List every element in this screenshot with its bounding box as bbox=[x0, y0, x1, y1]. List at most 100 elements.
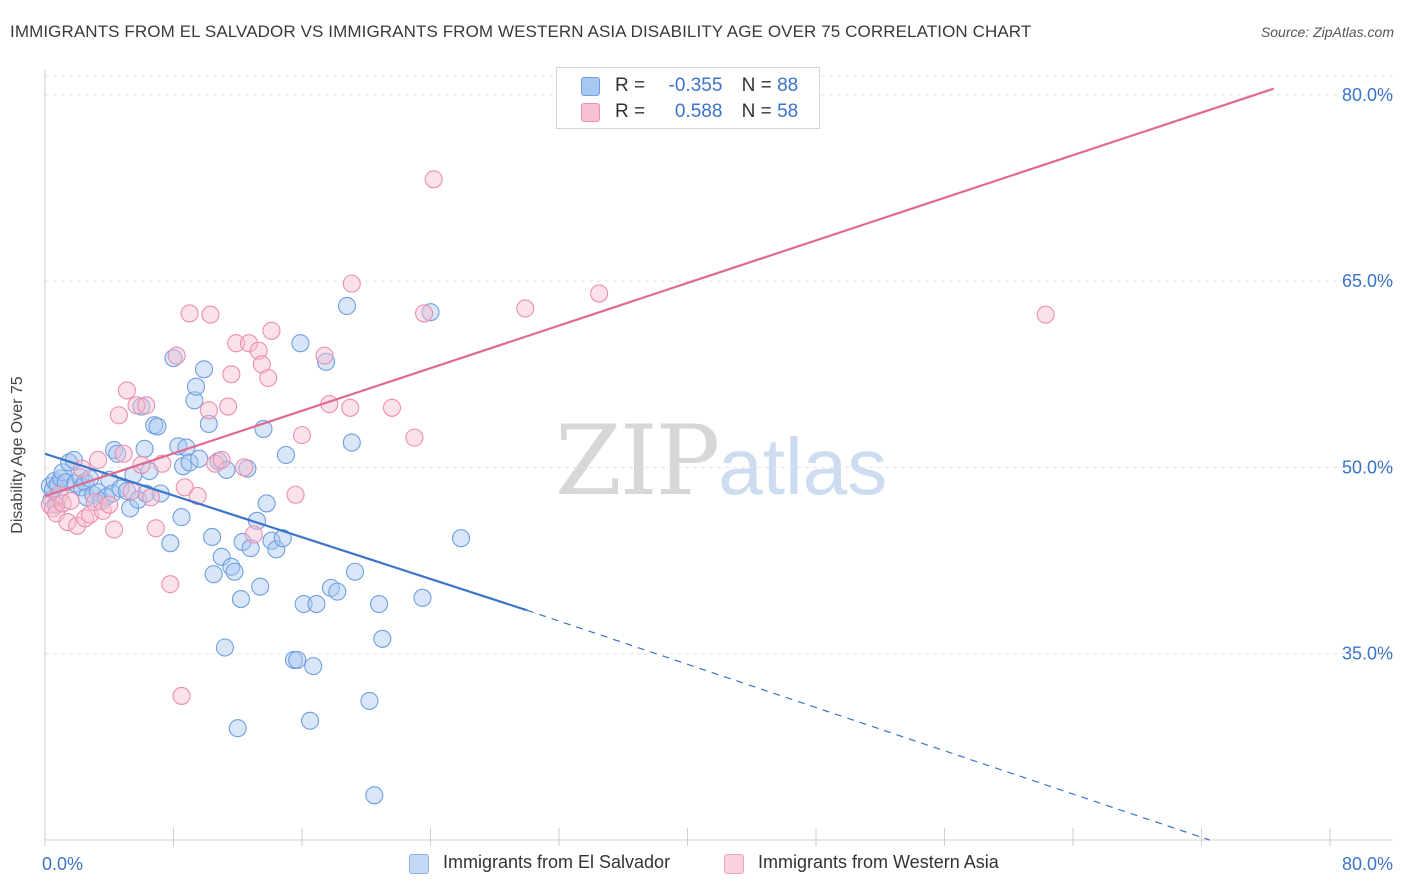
point-el-salvador bbox=[328, 582, 347, 601]
point-western-asia bbox=[109, 406, 128, 425]
point-western-asia bbox=[175, 478, 194, 497]
data-points bbox=[40, 170, 1055, 805]
legend-r-value: -0.355 bbox=[668, 75, 723, 96]
point-western-asia bbox=[146, 519, 165, 538]
watermark: ZIPatlas bbox=[555, 405, 887, 517]
point-el-salvador bbox=[373, 629, 392, 648]
point-el-salvador bbox=[222, 557, 241, 576]
point-el-salvador bbox=[365, 786, 384, 805]
legend-n-label: N = bbox=[741, 75, 772, 96]
legend-n-value: 88 bbox=[777, 75, 799, 96]
point-el-salvador bbox=[342, 433, 361, 452]
point-el-salvador bbox=[177, 438, 196, 457]
legend-n-value: 58 bbox=[777, 101, 799, 122]
point-el-salvador bbox=[190, 449, 209, 468]
point-el-salvador bbox=[108, 444, 127, 463]
point-western-asia bbox=[117, 381, 136, 400]
point-el-salvador bbox=[212, 547, 231, 566]
point-western-asia bbox=[405, 428, 424, 447]
legend-text-el-salvador: R = -0.355 N = 88 bbox=[615, 75, 798, 97]
point-el-salvador bbox=[337, 296, 357, 316]
point-el-salvador bbox=[180, 453, 199, 472]
point-western-asia bbox=[172, 686, 191, 705]
point-western-asia bbox=[105, 520, 124, 539]
point-el-salvador bbox=[273, 529, 292, 548]
source-label: Source: ZipAtlas.com bbox=[1260, 24, 1394, 40]
point-western-asia bbox=[262, 321, 281, 340]
point-el-salvador bbox=[194, 360, 214, 379]
point-el-salvador bbox=[300, 711, 320, 730]
point-el-salvador bbox=[291, 334, 310, 353]
point-western-asia bbox=[180, 304, 199, 323]
point-western-asia bbox=[161, 575, 180, 594]
x-tick-label: 80.0% bbox=[1342, 854, 1393, 874]
point-el-salvador bbox=[225, 562, 244, 581]
point-el-salvador bbox=[307, 594, 326, 614]
point-western-asia bbox=[219, 397, 238, 416]
point-western-asia bbox=[141, 488, 161, 507]
point-western-asia bbox=[88, 450, 108, 470]
y-tick-label: 80.0% bbox=[1342, 85, 1393, 105]
point-el-salvador bbox=[421, 303, 440, 322]
point-western-asia bbox=[315, 346, 334, 365]
ticks: 35.0% 50.0% 65.0% 80.0% 0.0% 80.0% bbox=[42, 85, 1393, 874]
point-el-salvador bbox=[345, 562, 365, 581]
point-western-asia bbox=[114, 444, 133, 463]
point-western-asia bbox=[201, 305, 220, 324]
point-el-salvador bbox=[135, 439, 154, 458]
point-western-asia bbox=[58, 513, 77, 532]
point-el-salvador bbox=[451, 529, 471, 548]
legend-swatch-western-asia bbox=[581, 103, 600, 122]
bottom-legend-label-el-salvador: Immigrants from El Salvador bbox=[443, 852, 671, 872]
point-western-asia bbox=[516, 299, 535, 318]
point-western-asia bbox=[235, 458, 254, 477]
point-western-asia bbox=[199, 401, 218, 420]
point-el-salvador bbox=[204, 565, 223, 584]
trend-lines bbox=[44, 87, 1275, 841]
point-el-salvador bbox=[262, 531, 281, 550]
point-el-salvador bbox=[231, 590, 251, 609]
point-western-asia bbox=[127, 396, 146, 415]
bottom-legend-swatch-el-salvador bbox=[409, 854, 429, 874]
trend-line-western-asia bbox=[44, 87, 1275, 498]
point-western-asia bbox=[61, 491, 80, 511]
point-western-asia bbox=[1036, 305, 1055, 324]
point-el-salvador bbox=[276, 445, 295, 465]
correlation-legend: R = -0.355 N = 88 R = 0.588 N = 58 bbox=[556, 67, 820, 129]
y-axis-label: Disability Age Over 75 bbox=[9, 376, 26, 534]
point-western-asia bbox=[590, 284, 609, 303]
point-western-asia bbox=[292, 426, 312, 445]
point-western-asia bbox=[342, 274, 361, 293]
point-el-salvador bbox=[304, 657, 323, 676]
point-western-asia bbox=[415, 304, 434, 323]
legend-r-label: R = bbox=[615, 101, 646, 122]
axes bbox=[44, 70, 1393, 841]
legend-swatch-el-salvador bbox=[581, 77, 600, 96]
point-western-asia bbox=[212, 450, 231, 470]
point-western-asia bbox=[424, 170, 443, 189]
point-western-asia bbox=[227, 334, 246, 353]
point-el-salvador bbox=[164, 349, 183, 368]
point-el-salvador bbox=[228, 719, 247, 738]
point-el-salvador bbox=[370, 594, 389, 614]
point-el-salvador bbox=[185, 391, 204, 410]
point-el-salvador bbox=[360, 691, 379, 710]
point-western-asia bbox=[122, 481, 141, 501]
point-el-salvador bbox=[215, 638, 234, 657]
point-el-salvador bbox=[317, 352, 336, 371]
y-tick-label: 35.0% bbox=[1342, 644, 1393, 664]
point-western-asia bbox=[222, 365, 241, 384]
watermark-atlas: atlas bbox=[718, 422, 888, 511]
point-el-salvador bbox=[241, 539, 260, 558]
point-western-asia bbox=[137, 396, 156, 415]
trend-line-el-salvador-extension bbox=[526, 609, 1210, 841]
point-el-salvador bbox=[288, 650, 307, 669]
point-western-asia bbox=[249, 341, 268, 360]
point-el-salvador bbox=[267, 540, 286, 559]
bottom-legend-swatch-western-asia bbox=[724, 854, 744, 874]
point-western-asia bbox=[244, 525, 263, 544]
point-el-salvador bbox=[217, 460, 236, 479]
point-western-asia bbox=[100, 495, 119, 514]
bottom-legend-label-western-asia: Immigrants from Western Asia bbox=[758, 852, 999, 872]
